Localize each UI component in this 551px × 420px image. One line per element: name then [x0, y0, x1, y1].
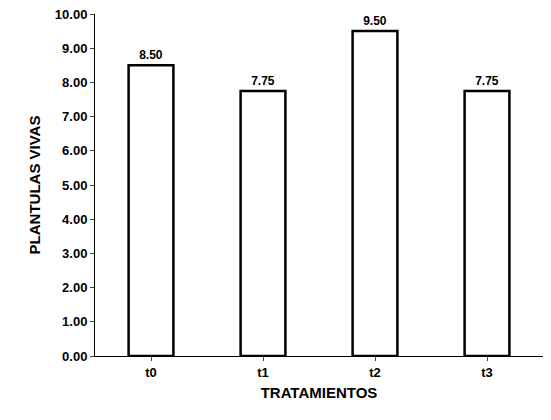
svg-text:7.75: 7.75	[251, 74, 275, 88]
svg-text:8.50: 8.50	[139, 48, 163, 62]
svg-text:5.00: 5.00	[62, 178, 87, 193]
svg-text:9.00: 9.00	[62, 41, 87, 56]
svg-text:0.00: 0.00	[62, 349, 87, 364]
svg-text:7.00: 7.00	[62, 109, 87, 124]
svg-text:1.00: 1.00	[62, 314, 87, 329]
svg-text:4.00: 4.00	[62, 212, 87, 227]
svg-text:TRATAMIENTOS: TRATAMIENTOS	[261, 384, 378, 401]
svg-text:t1: t1	[257, 365, 269, 380]
svg-text:t2: t2	[369, 365, 381, 380]
svg-text:t0: t0	[145, 365, 157, 380]
svg-text:3.00: 3.00	[62, 246, 87, 261]
svg-text:10.00: 10.00	[55, 7, 88, 22]
svg-text:9.50: 9.50	[363, 14, 387, 28]
svg-text:2.00: 2.00	[62, 280, 87, 295]
svg-text:6.00: 6.00	[62, 143, 87, 158]
svg-text:8.00: 8.00	[62, 75, 87, 90]
svg-text:t3: t3	[481, 365, 493, 380]
svg-text:7.75: 7.75	[475, 74, 499, 88]
svg-text:PLANTULAS VIVAS: PLANTULAS VIVAS	[26, 116, 43, 255]
